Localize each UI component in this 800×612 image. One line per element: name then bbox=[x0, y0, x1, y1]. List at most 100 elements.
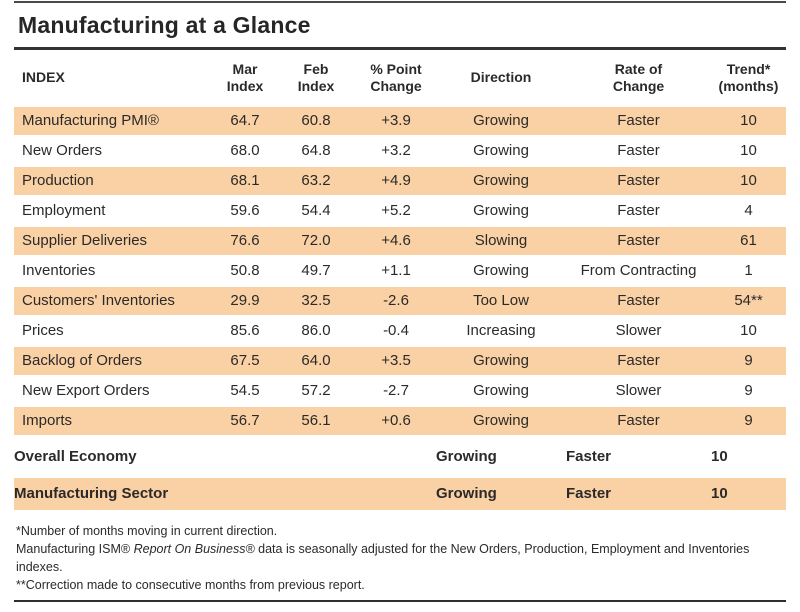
cell-rate-of-change: Faster bbox=[617, 202, 660, 220]
cell-point-change: -2.6 bbox=[383, 292, 409, 310]
cell-point-change: +3.2 bbox=[381, 142, 411, 160]
table-row: Employment 59.6 54.4 +5.2 Growing Faster… bbox=[14, 196, 786, 225]
footnote-seasonal-prefix: Manufacturing ISM® bbox=[16, 541, 134, 556]
cell-feb-index: 56.1 bbox=[301, 412, 331, 430]
cell-index-name: Supplier Deliveries bbox=[22, 232, 148, 250]
cell-mar-index: 50.8 bbox=[230, 262, 260, 280]
table-row: Supplier Deliveries 76.6 72.0 +4.6 Slowi… bbox=[14, 226, 786, 255]
cell-rate-of-change: Faster bbox=[617, 352, 660, 370]
table-row: Imports 56.7 56.1 +0.6 Growing Faster 9 bbox=[14, 406, 786, 435]
cell-trend: 4 bbox=[744, 202, 753, 220]
cell-index-name: Employment bbox=[22, 202, 106, 220]
cell-direction: Growing bbox=[473, 352, 529, 370]
cell-index-name: Production bbox=[22, 172, 94, 190]
table-row: New Export Orders 54.5 57.2 -2.7 Growing… bbox=[14, 376, 786, 405]
cell-trend: 9 bbox=[744, 382, 753, 400]
cell-mar-index: 76.6 bbox=[230, 232, 260, 250]
cell-trend: 10 bbox=[711, 485, 728, 503]
cell-index-name: New Orders bbox=[22, 142, 103, 160]
cell-direction: Too Low bbox=[473, 292, 529, 310]
table-header-row: INDEX Mar Index Feb Index % Point Change… bbox=[14, 50, 786, 107]
cell-rate-of-change: Slower bbox=[615, 382, 662, 400]
footnote-months-direction: *Number of months moving in current dire… bbox=[16, 523, 278, 538]
cell-rate-of-change: Faster bbox=[617, 112, 660, 130]
cell-direction: Growing bbox=[436, 485, 497, 503]
column-header-feb-index: Feb Index bbox=[297, 61, 335, 94]
table-body: Manufacturing PMI® 64.7 60.8 +3.9 Growin… bbox=[14, 106, 786, 435]
cell-trend: 10 bbox=[711, 448, 728, 466]
cell-index-name: Prices bbox=[22, 322, 64, 340]
cell-direction: Growing bbox=[473, 112, 529, 130]
cell-trend: 54** bbox=[734, 292, 763, 310]
cell-feb-index: 64.8 bbox=[301, 142, 331, 160]
cell-feb-index: 57.2 bbox=[301, 382, 331, 400]
column-header-point-change: % Point Change bbox=[370, 61, 422, 94]
cell-trend: 9 bbox=[744, 352, 753, 370]
cell-point-change: +4.9 bbox=[381, 172, 411, 190]
table-row: Inventories 50.8 49.7 +1.1 Growing From … bbox=[14, 256, 786, 285]
cell-direction: Growing bbox=[473, 202, 529, 220]
cell-feb-index: 54.4 bbox=[301, 202, 331, 220]
cell-index-name: New Export Orders bbox=[22, 382, 150, 400]
cell-point-change: +3.9 bbox=[381, 112, 411, 130]
cell-index-name: Overall Economy bbox=[14, 448, 137, 466]
table-row: Customers' Inventories 29.9 32.5 -2.6 To… bbox=[14, 286, 786, 315]
table-row: New Orders 68.0 64.8 +3.2 Growing Faster… bbox=[14, 136, 786, 165]
cell-point-change: +3.5 bbox=[381, 352, 411, 370]
cell-mar-index: 67.5 bbox=[230, 352, 260, 370]
cell-direction: Growing bbox=[473, 262, 529, 280]
footnote-seasonal-adjustment: Manufacturing ISM® Report On Business® d… bbox=[16, 540, 786, 576]
cell-trend: 9 bbox=[744, 412, 753, 430]
cell-rate-of-change: Faster bbox=[617, 292, 660, 310]
cell-index-name: Customers' Inventories bbox=[22, 292, 175, 310]
cell-index-name: Imports bbox=[22, 412, 73, 430]
cell-mar-index: 64.7 bbox=[230, 112, 260, 130]
footnote-report-on-business: Report On Business® bbox=[133, 541, 255, 556]
cell-point-change: +4.6 bbox=[381, 232, 411, 250]
bottom-rule bbox=[14, 599, 786, 602]
table-row: Manufacturing PMI® 64.7 60.8 +3.9 Growin… bbox=[14, 106, 786, 135]
cell-rate-of-change: Faster bbox=[617, 172, 660, 190]
cell-trend: 61 bbox=[740, 232, 757, 250]
summary-row-overall-economy: Overall Economy Growing Faster 10 bbox=[14, 442, 786, 472]
cell-rate-of-change: Faster bbox=[617, 232, 660, 250]
cell-feb-index: 64.0 bbox=[301, 352, 331, 370]
cell-index-name: Backlog of Orders bbox=[22, 352, 143, 370]
cell-direction: Growing bbox=[473, 382, 529, 400]
table-row: Backlog of Orders 67.5 64.0 +3.5 Growing… bbox=[14, 346, 786, 375]
cell-feb-index: 86.0 bbox=[301, 322, 331, 340]
page-title: Manufacturing at a Glance bbox=[18, 12, 311, 38]
table-row: Prices 85.6 86.0 -0.4 Increasing Slower … bbox=[14, 316, 786, 345]
cell-feb-index: 49.7 bbox=[301, 262, 331, 280]
column-header-trend: Trend* (months) bbox=[718, 61, 779, 94]
cell-direction: Growing bbox=[473, 412, 529, 430]
cell-index-name: Manufacturing PMI® bbox=[22, 112, 159, 130]
cell-point-change: +0.6 bbox=[381, 412, 411, 430]
cell-mar-index: 68.0 bbox=[230, 142, 260, 160]
cell-feb-index: 32.5 bbox=[301, 292, 331, 310]
cell-point-change: +1.1 bbox=[381, 262, 411, 280]
column-header-direction: Direction bbox=[470, 69, 532, 86]
cell-rate-of-change: Faster bbox=[566, 485, 612, 503]
footnote-correction: **Correction made to consecutive months … bbox=[16, 577, 365, 592]
cell-direction: Growing bbox=[473, 142, 529, 160]
cell-rate-of-change: Faster bbox=[617, 412, 660, 430]
cell-rate-of-change: From Contracting bbox=[580, 262, 697, 280]
cell-point-change: -0.4 bbox=[383, 322, 409, 340]
cell-mar-index: 68.1 bbox=[230, 172, 260, 190]
cell-trend: 10 bbox=[740, 142, 757, 160]
cell-index-name: Manufacturing Sector bbox=[14, 485, 169, 503]
top-rule bbox=[14, 1, 786, 3]
cell-point-change: +5.2 bbox=[381, 202, 411, 220]
cell-direction: Increasing bbox=[466, 322, 536, 340]
cell-trend: 10 bbox=[740, 112, 757, 130]
cell-point-change: -2.7 bbox=[383, 382, 409, 400]
cell-feb-index: 63.2 bbox=[301, 172, 331, 190]
cell-direction: Growing bbox=[473, 172, 529, 190]
cell-feb-index: 60.8 bbox=[301, 112, 331, 130]
cell-mar-index: 85.6 bbox=[230, 322, 260, 340]
cell-rate-of-change: Faster bbox=[566, 448, 612, 466]
cell-direction: Slowing bbox=[474, 232, 528, 250]
column-header-index: INDEX bbox=[22, 69, 65, 86]
